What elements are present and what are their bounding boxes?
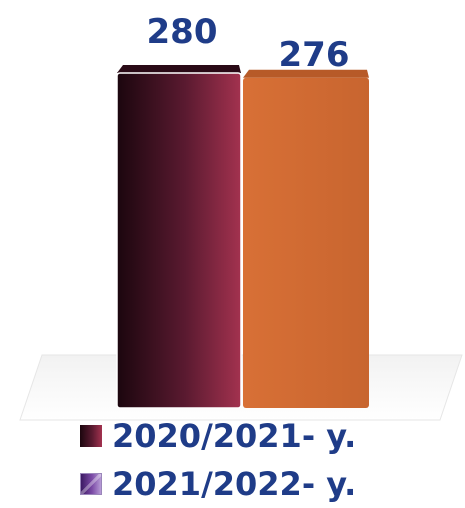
bar-top-face: [243, 69, 369, 78]
legend-swatch: [80, 473, 102, 495]
data-label: 280: [147, 12, 218, 52]
bar: [243, 77, 369, 409]
legend-item: 2021/2022- y.: [80, 460, 460, 508]
legend-item: 2020/2021- y.: [80, 412, 460, 460]
legend-swatch: [80, 425, 102, 447]
legend-label: 2021/2022- y.: [112, 465, 357, 503]
bar: [116, 72, 242, 409]
legend-label: 2020/2021- y.: [112, 417, 357, 455]
bar-top-face: [117, 65, 241, 73]
chart-legend: 2020/2021- y. 2021/2022- y.: [80, 412, 460, 508]
data-label: 276: [279, 35, 350, 75]
